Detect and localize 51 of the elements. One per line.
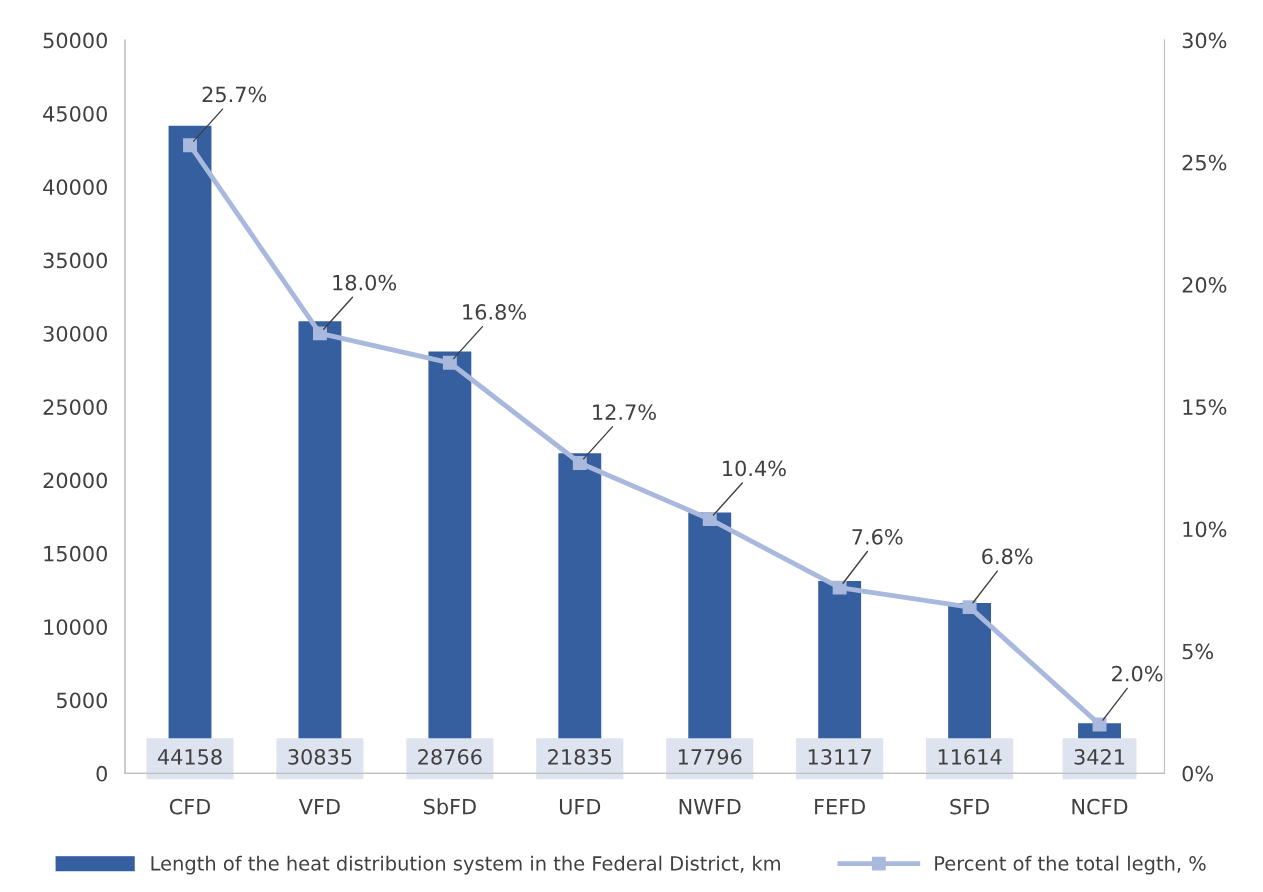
x-tick-label: FEFD: [815, 799, 866, 815]
y2-tick-label: 5%: [1182, 643, 1214, 660]
y-tick-label: 20000: [43, 472, 107, 489]
point: [572, 456, 587, 470]
y2-tick-label: 10%: [1183, 521, 1227, 538]
data-label: 28766: [418, 748, 482, 765]
data-label: 16.8%: [463, 304, 527, 320]
y-tick-label: 25000: [43, 399, 107, 415]
y-tick-label: 15000: [44, 545, 107, 562]
y2-tick-label: 15%: [1183, 399, 1227, 415]
data-label: 2.0%: [1112, 665, 1163, 682]
point: [962, 600, 977, 615]
data-label: 25.7%: [202, 86, 267, 103]
y-tick-label: 45000: [43, 105, 107, 122]
point: [702, 512, 717, 527]
point: [183, 138, 197, 153]
data-label: 12.7%: [593, 404, 656, 421]
data-label: 10.4%: [723, 460, 786, 477]
y-tick-label: 40000: [43, 179, 107, 195]
x-tick-label: VFD: [298, 799, 340, 815]
data-label: 3421: [1074, 748, 1125, 765]
x-tick-label: NWFD: [679, 799, 741, 815]
data-label: 13117: [808, 748, 872, 765]
data-label: 11614: [938, 748, 1002, 765]
legend-label: Percent of the total legth, %: [935, 855, 1206, 875]
y2-tick-label: 20%: [1182, 277, 1227, 293]
legend-label: Length of the heat distribution system in the Federal District, km: [151, 855, 780, 875]
y-tick-label: 35000: [43, 252, 107, 269]
y2-tick-label: 25%: [1182, 154, 1227, 171]
x-tick-label: NCFD: [1072, 798, 1128, 815]
data-label: 21835: [548, 748, 612, 765]
point: [832, 580, 847, 595]
data-label: 18.0%: [333, 274, 397, 291]
y-tick-label: 30000: [43, 325, 107, 342]
y2-tick-label: 0%: [1182, 765, 1214, 782]
x-tick-label: SbFD: [424, 798, 476, 815]
data-label: 17796: [678, 748, 742, 765]
point: [442, 355, 457, 370]
y-tick-label: 10000: [44, 619, 107, 635]
x-tick-label: CFD: [169, 798, 211, 815]
x-tick-label: SFD: [950, 798, 989, 815]
y-tick-label: 0: [96, 765, 107, 782]
point: [312, 326, 327, 341]
y-tick-label: 5000: [56, 692, 107, 709]
y-tick-label: 50000: [43, 32, 107, 49]
y2-tick-label: 30%: [1182, 32, 1227, 49]
data-label: 6.8%: [982, 548, 1033, 565]
x-tick-label: UFD: [559, 799, 601, 815]
data-label: 44158: [157, 748, 222, 765]
data-label: 30835: [288, 748, 352, 765]
data-label: 7.6%: [852, 528, 903, 545]
